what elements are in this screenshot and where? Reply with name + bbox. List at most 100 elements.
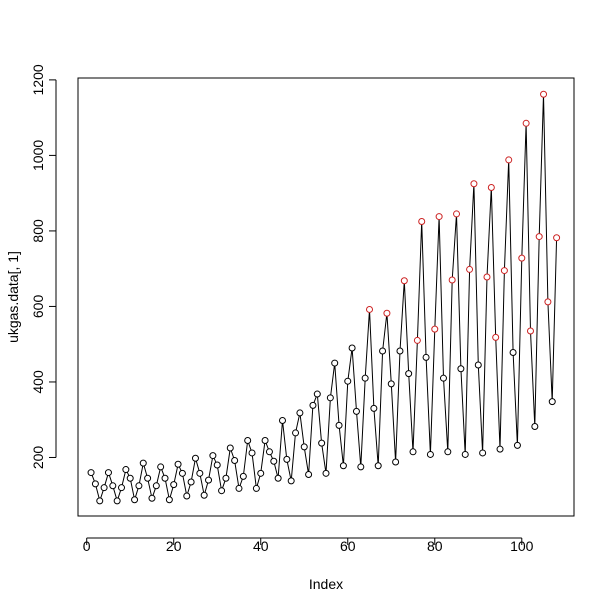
- data-point: [331, 359, 339, 367]
- data-point: [470, 180, 478, 188]
- data-point: [104, 469, 112, 477]
- data-point: [487, 184, 495, 191]
- x-tick-label: 60: [340, 538, 356, 554]
- data-point: [553, 234, 561, 242]
- y-tick-label: 1200: [30, 64, 46, 95]
- data-point: [113, 497, 121, 505]
- data-point: [474, 361, 482, 369]
- data-point: [466, 265, 474, 273]
- data-point: [170, 481, 178, 489]
- data-point: [548, 398, 556, 406]
- data-point: [248, 449, 256, 457]
- plot-frame: [77, 77, 575, 517]
- series-polyline: [90, 94, 558, 503]
- data-point: [383, 309, 391, 317]
- data-point: [118, 484, 126, 492]
- x-axis-label: Index: [309, 576, 343, 592]
- y-tick-label: 800: [30, 219, 46, 243]
- data-point: [409, 448, 417, 456]
- data-point: [187, 478, 195, 486]
- data-point: [200, 491, 208, 499]
- data-point: [422, 353, 430, 361]
- data-point: [444, 448, 452, 456]
- data-point: [305, 470, 313, 478]
- data-point: [426, 450, 434, 458]
- data-point: [139, 459, 147, 467]
- data-point: [513, 441, 521, 449]
- x-tick-label: 100: [510, 538, 534, 554]
- data-point: [235, 484, 243, 492]
- data-point: [274, 474, 282, 482]
- data-point: [344, 377, 352, 385]
- data-point: [352, 407, 360, 415]
- data-point: [135, 482, 143, 490]
- data-point: [257, 469, 265, 477]
- data-point: [361, 374, 369, 382]
- data-point: [496, 445, 504, 453]
- data-point: [531, 423, 539, 431]
- data-point: [370, 404, 378, 412]
- data-point: [96, 497, 104, 505]
- data-point: [431, 325, 439, 333]
- data-point: [100, 484, 108, 492]
- data-point: [518, 254, 526, 262]
- x-tick-label: 40: [253, 538, 269, 554]
- data-point: [178, 469, 186, 477]
- data-point: [505, 156, 513, 164]
- data-point: [191, 454, 199, 462]
- y-tick-label: 600: [30, 295, 46, 319]
- data-point: [161, 474, 169, 482]
- data-point: [196, 469, 204, 477]
- data-point: [335, 421, 343, 429]
- y-tick-label: 400: [30, 370, 46, 394]
- data-point: [218, 487, 226, 495]
- data-point: [405, 370, 413, 378]
- data-point: [339, 462, 347, 470]
- axes: 0 20 40 60 80 100 200 400 600 800 1000 1200: [30, 64, 575, 554]
- data-point: [418, 217, 426, 225]
- x-tick-label: 0: [83, 538, 91, 554]
- data-point: [522, 119, 530, 127]
- data-point: [148, 494, 156, 502]
- series-line: [90, 94, 558, 503]
- data-point: [509, 349, 517, 357]
- data-point: [213, 461, 221, 469]
- data-point: [348, 344, 356, 352]
- data-point: [461, 450, 469, 458]
- data-point: [374, 462, 382, 470]
- data-point: [435, 213, 443, 221]
- data-point: [126, 474, 134, 482]
- data-point: [457, 365, 465, 373]
- data-point: [252, 484, 260, 492]
- data-point: [453, 210, 461, 218]
- data-point: [296, 409, 304, 417]
- data-point: [313, 390, 321, 398]
- y-tick-label: 200: [30, 446, 46, 470]
- data-point: [292, 429, 300, 437]
- data-point: [526, 327, 534, 335]
- data-point: [278, 416, 286, 424]
- data-point: [322, 469, 330, 477]
- data-point: [544, 298, 552, 306]
- data-point: [122, 466, 130, 474]
- data-point: [326, 394, 334, 402]
- data-point: [87, 469, 95, 477]
- data-point: [439, 374, 447, 382]
- data-point: [287, 477, 295, 485]
- x-tick-label: 20: [166, 538, 182, 554]
- data-point: [540, 90, 548, 98]
- x-tick-label: 80: [427, 538, 443, 554]
- data-point: [483, 273, 491, 281]
- series-points: [87, 90, 561, 505]
- data-point: [261, 436, 269, 444]
- data-point: [318, 439, 326, 447]
- data-point: [157, 463, 165, 471]
- data-point: [535, 233, 543, 241]
- data-point: [231, 456, 239, 464]
- data-point: [265, 448, 273, 456]
- data-point: [239, 472, 247, 480]
- y-axis-label: ukgas.data[, 1]: [5, 251, 21, 343]
- data-point: [283, 455, 291, 463]
- data-point: [387, 380, 395, 388]
- data-point: [152, 482, 160, 490]
